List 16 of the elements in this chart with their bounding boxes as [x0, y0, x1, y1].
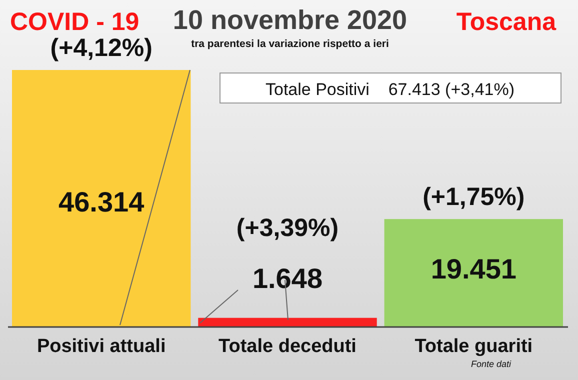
x-tick-label: Positivi attuali [36, 336, 166, 357]
data-label: 46.314 [58, 186, 145, 218]
chart-title: 10 novembre 2020 [172, 5, 408, 35]
text: Toscana [456, 8, 558, 36]
x-tick-label: Totale guariti [414, 336, 533, 357]
text-box: Totale Positivi 67.413 (+3,41%) [220, 72, 562, 104]
data-label: 1.648 [252, 262, 323, 294]
source-note: Fonte dati [470, 359, 512, 369]
annotation: (+1,75%) [422, 183, 525, 212]
x-tick-label: Totale deceduti [218, 336, 356, 357]
text: (+4,12%) [50, 34, 152, 62]
text: COVID - 19 [10, 8, 140, 36]
data-label: 19.451 [430, 253, 516, 284]
chart-subtitle: tra parentesi la variazione rispetto a ieri [191, 38, 389, 50]
annotation: (+3,39%) [236, 214, 339, 242]
annotation: Totale Positivi 67.413 (+3,41%) [266, 80, 514, 99]
